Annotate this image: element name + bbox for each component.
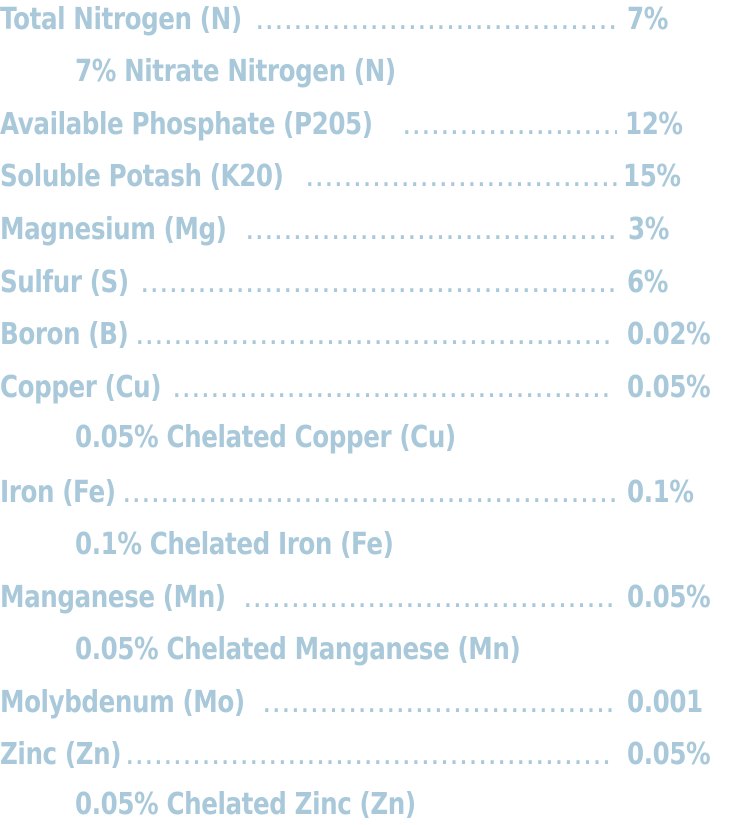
dot-leader: ........................................… [262, 685, 617, 720]
nutrient-subline: 7% Nitrate Nitrogen (N) [75, 54, 396, 89]
nutrient-value: 6% [627, 265, 668, 300]
nutrient-label: Iron (Fe) [0, 475, 116, 510]
nutrient-value: 0.05% [627, 370, 711, 405]
dot-leader: ........................................… [140, 265, 617, 300]
dot-leader: ........................................… [122, 475, 617, 510]
dot-leader: ........................................… [255, 2, 617, 37]
nutrient-label: Zinc (Zn) [0, 737, 122, 772]
nutrient-label: Boron (B) [0, 317, 129, 352]
nutrient-value: 0.05% [627, 580, 711, 615]
nutrient-label: Sulfur (S) [0, 265, 129, 300]
nutrient-value: 0.001 [627, 685, 703, 720]
nutrient-label: Manganese (Mn) [0, 580, 226, 615]
dot-leader: ........................................… [125, 737, 612, 772]
nutrient-label: Molybdenum (Mo) [0, 685, 245, 720]
nutrient-value: 12% [625, 107, 683, 142]
nutrient-label: Total Nitrogen (N) [0, 2, 242, 37]
nutrient-value: 7% [627, 2, 668, 37]
dot-leader: ........................................… [245, 212, 617, 247]
dot-leader: ........................................… [172, 370, 612, 405]
nutrient-value: 0.1% [627, 475, 694, 510]
nutrient-subline: 0.1% Chelated Iron (Fe) [75, 527, 394, 562]
nutrient-value: 0.02% [627, 317, 711, 352]
nutrient-subline: 0.05% Chelated Zinc (Zn) [75, 787, 416, 822]
nutrient-label: Copper (Cu) [0, 370, 162, 405]
nutrient-label: Soluble Potash (K20) [0, 159, 284, 194]
nutrient-value: 15% [623, 159, 681, 194]
dot-leader: ........................................… [135, 317, 612, 352]
nutrient-subline: 0.05% Chelated Copper (Cu) [75, 420, 456, 455]
dot-leader: ........................................… [305, 159, 617, 194]
nutrient-label: Available Phosphate (P205) [0, 107, 373, 142]
nutrient-subline: 0.05% Chelated Manganese (Mn) [75, 632, 521, 667]
nutrient-label: Magnesium (Mg) [0, 212, 227, 247]
nutrient-value: 0.05% [627, 737, 711, 772]
dot-leader: ........................................… [243, 580, 615, 615]
nutrient-value: 3% [628, 212, 669, 247]
dot-leader: ........................................… [402, 107, 617, 142]
